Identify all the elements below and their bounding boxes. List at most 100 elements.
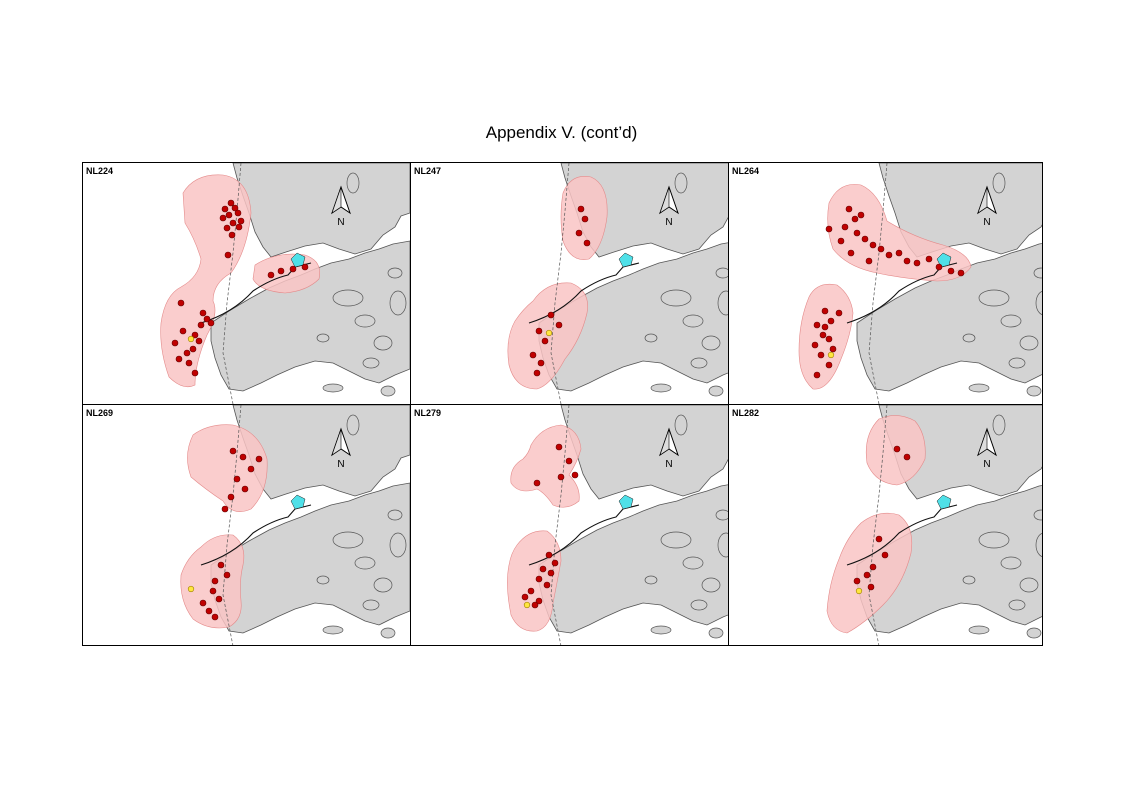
location-point: [533, 479, 541, 487]
location-point: [819, 331, 827, 339]
page-title: Appendix V. (cont’d): [485, 123, 638, 142]
location-point: [227, 493, 235, 501]
island: [650, 383, 672, 393]
island: [968, 625, 990, 635]
island: [316, 333, 330, 343]
location-point: [903, 257, 911, 265]
island: [1026, 385, 1042, 397]
island: [978, 531, 1010, 549]
location-point: [224, 251, 232, 259]
location-point: [861, 235, 869, 243]
location-point: [225, 211, 233, 219]
location-point: [817, 351, 825, 359]
location-point: [835, 309, 843, 317]
location-point: [221, 205, 229, 213]
location-point: [547, 311, 555, 319]
location-point: [877, 245, 885, 253]
location-point: [881, 551, 889, 559]
home-range-polygon: [507, 282, 588, 390]
north-arrow-shade: [659, 428, 670, 456]
island: [332, 289, 364, 307]
island: [992, 414, 1006, 436]
north-label: N: [665, 217, 672, 228]
location-point: [221, 505, 229, 513]
island: [373, 335, 393, 351]
yellow-point: [187, 335, 195, 343]
yellow-point: [545, 329, 553, 337]
yellow-point: [523, 601, 531, 609]
yellow-point: [827, 351, 835, 359]
location-point: [557, 473, 565, 481]
island: [715, 509, 728, 521]
location-point: [199, 309, 207, 317]
trail-line: [550, 163, 570, 404]
location-point: [551, 559, 559, 567]
location-point: [203, 315, 211, 323]
land-mass: [538, 242, 728, 392]
location-point: [241, 485, 249, 493]
island: [362, 599, 380, 611]
island: [644, 333, 658, 343]
location-point: [223, 571, 231, 579]
location-point: [841, 223, 849, 231]
location-point: [867, 583, 875, 591]
island: [690, 599, 708, 611]
map-svg: N: [160, 163, 410, 404]
panel-label: NL264: [732, 166, 760, 176]
location-point: [211, 577, 219, 585]
trail-line: [550, 405, 570, 645]
location-point: [185, 359, 193, 367]
location-point: [863, 571, 871, 579]
location-point: [191, 331, 199, 339]
island: [1033, 509, 1042, 521]
location-point: [223, 224, 231, 232]
island: [682, 314, 704, 328]
north-arrow-shade: [331, 186, 342, 214]
location-point: [211, 613, 219, 621]
island: [1035, 533, 1042, 557]
island: [1026, 627, 1042, 639]
location-point: [851, 215, 859, 223]
island: [1008, 599, 1026, 611]
location-point: [235, 223, 243, 231]
location-point: [893, 445, 901, 453]
location-point: [209, 587, 217, 595]
island: [354, 556, 376, 570]
north-label: N: [665, 459, 672, 470]
land-mass: [232, 163, 410, 258]
location-point: [277, 267, 285, 275]
road-line: [200, 262, 312, 324]
island: [690, 357, 708, 369]
location-point: [935, 263, 943, 271]
road-line: [846, 504, 958, 566]
location-point: [217, 561, 225, 569]
location-point: [527, 587, 535, 595]
island: [387, 509, 403, 521]
north-arrow-shade: [331, 428, 342, 456]
location-point: [191, 369, 199, 377]
location-point: [197, 321, 205, 329]
location-point: [175, 355, 183, 363]
map-panel-5: NL279 N: [411, 405, 728, 645]
island: [1008, 357, 1026, 369]
location-point: [853, 577, 861, 585]
location-point: [541, 337, 549, 345]
island: [962, 333, 976, 343]
location-point: [219, 214, 227, 222]
north-label: N: [337, 459, 344, 470]
map-svg: N: [180, 405, 410, 645]
home-range-polygon: [187, 424, 268, 512]
location-point: [205, 607, 213, 615]
location-point: [239, 453, 247, 461]
location-point: [179, 327, 187, 335]
road-line: [200, 504, 312, 566]
island: [978, 289, 1010, 307]
island: [968, 383, 990, 393]
north-arrow-shade: [659, 186, 670, 214]
island: [1019, 577, 1039, 593]
location-point: [857, 211, 865, 219]
island: [674, 414, 688, 436]
panel-label: NL282: [732, 408, 760, 418]
location-point: [555, 443, 563, 451]
home-range-polygon: [827, 184, 972, 282]
